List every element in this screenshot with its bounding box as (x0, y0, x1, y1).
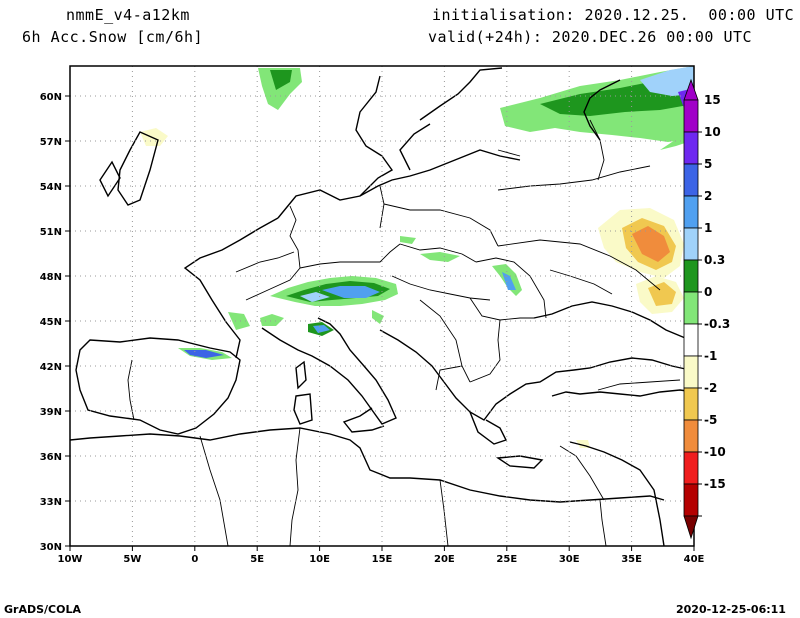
colorbar-swatch (683, 195, 699, 229)
colorbar-label: 1 (704, 221, 712, 235)
map-title-model: nmmE_v4-a12km (66, 6, 190, 24)
colorbar-label: -0.3 (704, 317, 730, 331)
colorbar-swatch (683, 131, 699, 165)
colorbar-label: 5 (704, 157, 712, 171)
lat-tick-label: 57N (40, 137, 62, 148)
colorbar-swatch (683, 227, 699, 261)
country-borders (127, 119, 681, 546)
colorbar-swatch (683, 355, 699, 389)
colorbar-label: 2 (704, 189, 712, 203)
render-timestamp: 2020-12-25-06:11 (676, 603, 786, 616)
colorbar-bottom-arrow (683, 515, 699, 540)
software-credit: GrADS/COLA (4, 603, 81, 616)
colorbar-swatch (683, 387, 699, 421)
colorbar-swatch (683, 99, 699, 133)
graticule (70, 66, 694, 546)
lon-tick-label: 10W (58, 554, 83, 565)
lat-tick-label: 60N (40, 92, 62, 103)
valid-time: valid(+24h): 2020.DEC.26 00:00 UTC (428, 28, 753, 46)
map-canvas (70, 66, 694, 546)
lat-tick-label: 48N (40, 272, 62, 283)
lat-tick-label: 42N (40, 362, 62, 373)
lon-tick-label: 5W (123, 554, 141, 565)
lon-tick-label: 20E (434, 554, 455, 565)
lat-tick-label: 33N (40, 497, 62, 508)
colorbar-label: 0 (704, 285, 712, 299)
lon-tick-label: 35E (621, 554, 642, 565)
lon-tick-label: 0 (191, 554, 198, 565)
colorbar-swatch (683, 483, 699, 517)
colorbar-label: -2 (704, 381, 717, 395)
colorbar-swatch (683, 291, 699, 325)
lon-tick-label: 25E (496, 554, 517, 565)
lat-tick-label: 39N (40, 407, 62, 418)
colorbar-label: -10 (704, 445, 726, 459)
colorbar-swatch (683, 451, 699, 485)
lon-tick-label: 30E (559, 554, 580, 565)
lat-tick-label: 36N (40, 452, 62, 463)
colorbar-swatch (683, 419, 699, 453)
colorbar-legend: 15 10 5 2 1 0.3 0 -0.3 -1 -2 -5 -10 -15 (683, 78, 730, 540)
colorbar-label: -1 (704, 349, 717, 363)
colorbar-label: 0.3 (704, 253, 725, 267)
lon-tick-label: 15E (372, 554, 393, 565)
snow-field-scandinavia (258, 66, 694, 150)
colorbar-label: 15 (704, 93, 721, 107)
lat-tick-label: 45N (40, 317, 62, 328)
coastlines (70, 67, 694, 546)
lat-tick-label: 51N (40, 227, 62, 238)
initialisation-time: initialisation: 2020.12.25. 00:00 UTC (432, 6, 795, 24)
colorbar-swatch (683, 323, 699, 357)
colorbar-label: -5 (704, 413, 717, 427)
lon-tick-label: 40E (684, 554, 705, 565)
lon-tick-label: 5E (250, 554, 264, 565)
lat-tick-label: 54N (40, 182, 62, 193)
latitude-axis: 30N 33N 36N 39N 42N 45N 48N 51N 54N 57N 60N (40, 92, 70, 553)
map-title-field: 6h Acc.Snow [cm/6h] (22, 28, 204, 46)
snow-field-alps (228, 276, 398, 336)
colorbar-swatch (683, 163, 699, 197)
lon-tick-label: 10E (309, 554, 330, 565)
colorbar-label: -15 (704, 477, 726, 491)
colorbar-label: 10 (704, 125, 721, 139)
colorbar-swatch (683, 259, 699, 293)
snow-field-pyrenees (178, 348, 232, 360)
lat-tick-label: 30N (40, 542, 62, 553)
longitude-axis: 10W 5W 0 5E 10E 15E 20E 25E 30E 35E 40E (58, 546, 705, 565)
